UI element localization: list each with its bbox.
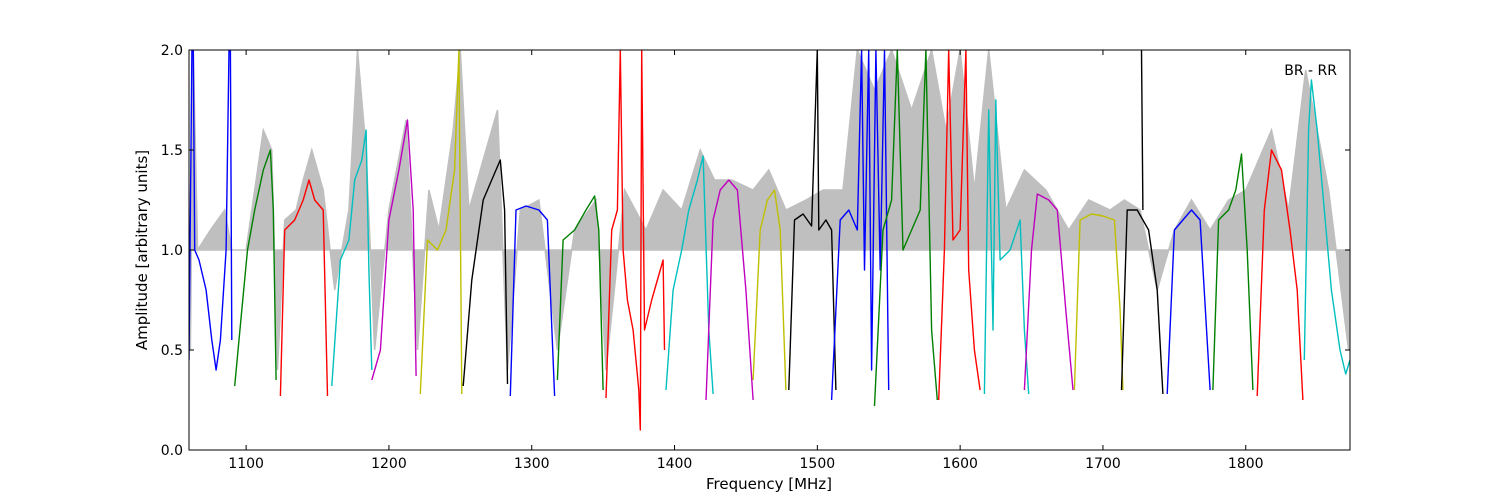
series-line-1 [189, 50, 233, 371]
series-line-16 [830, 50, 890, 401]
series-line-10 [605, 50, 666, 431]
x-tick-label: 1300 [514, 456, 550, 472]
series-line-19 [983, 99, 1030, 395]
series-line-12 [705, 179, 754, 401]
y-tick-label: 2.0 [161, 43, 183, 59]
axis-ticks: 1100 1200 1300 1400 1500 1600 1700 1800 0.0 0.5 1.… [161, 43, 1350, 472]
x-tick-label: 1600 [942, 456, 978, 472]
x-axis-label: Frequency [MHz] [706, 475, 832, 493]
series-line-18 [938, 50, 981, 401]
x-tick-label: 1200 [371, 456, 407, 472]
background-envelope [189, 50, 1350, 371]
series-line-25 [1256, 149, 1304, 401]
series-line-15 [1140, 50, 1144, 211]
series-line-7 [462, 159, 509, 387]
series-line-21 [1073, 213, 1124, 391]
series-line-5 [371, 119, 417, 381]
series-line-6 [419, 50, 463, 395]
series-line-14 [788, 50, 837, 391]
series-line-11 [665, 155, 714, 395]
series-line-13 [752, 189, 787, 391]
annotation-label: BR - RR [1284, 63, 1337, 79]
x-tick-label: 1400 [657, 456, 693, 472]
y-tick-label: 0.5 [161, 343, 183, 359]
series-line-2 [234, 149, 277, 387]
x-tick-label: 1800 [1228, 456, 1264, 472]
y-axis-label: Amplitude [arbitrary units] [133, 150, 151, 350]
series-line-17 [873, 50, 938, 407]
series-line-4 [331, 129, 373, 387]
series-line-24 [1212, 153, 1254, 391]
plot-area [189, 50, 1350, 431]
series-line-9 [556, 195, 604, 391]
series-line-23 [1166, 209, 1211, 395]
series-line-22 [1120, 209, 1164, 395]
series-line-8 [509, 205, 556, 397]
x-tick-label: 1500 [800, 456, 836, 472]
x-tick-label: 1700 [1085, 456, 1121, 472]
x-tick-label: 1100 [228, 456, 264, 472]
series-line-3 [279, 179, 329, 397]
series-line-26 [1303, 79, 1350, 375]
y-tick-label: 1.0 [161, 243, 183, 259]
series-line-20 [1023, 193, 1074, 391]
y-tick-label: 1.5 [161, 143, 183, 159]
y-tick-label: 0.0 [161, 443, 183, 459]
